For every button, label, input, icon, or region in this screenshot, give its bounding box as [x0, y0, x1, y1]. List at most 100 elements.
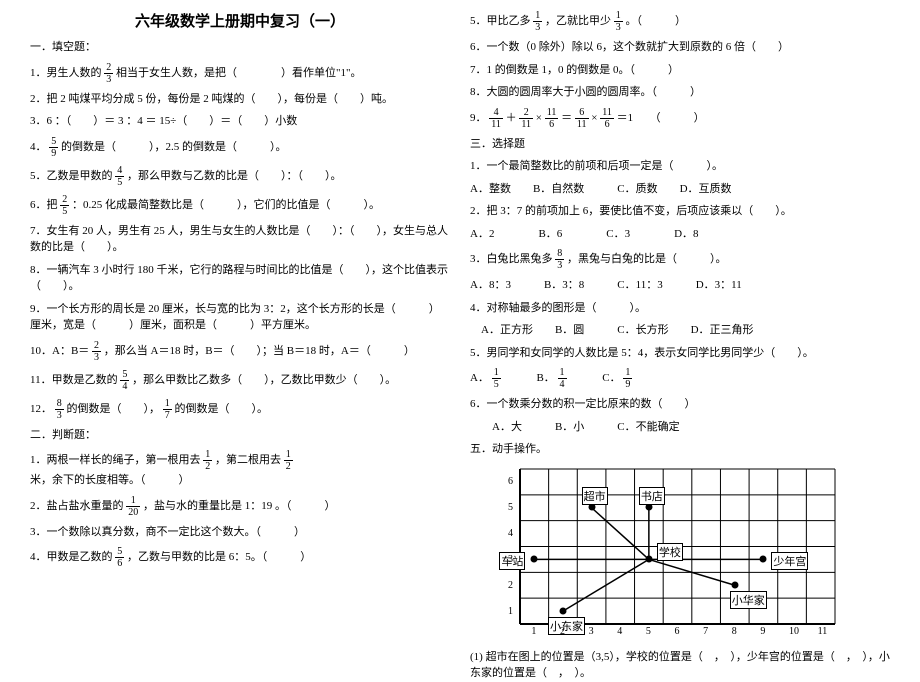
j2-text-b: ，盐与水的重量比是 1：19 。（ ）: [143, 500, 336, 512]
c3-text-a: 3．白兔比黑兔多: [470, 253, 553, 265]
j9-f2: 211: [519, 107, 533, 130]
chart-label-palace: 少年宫: [771, 552, 808, 570]
chart-label-supermarket: 超市: [582, 487, 608, 505]
y-tick: 2: [508, 580, 513, 591]
j9-f5: 116: [600, 107, 614, 130]
q6-fraction: 25: [60, 194, 69, 217]
j6: 6．一个数（0 除外）除以 6，这个数就扩大到原数的 6 倍（ ）: [470, 39, 890, 56]
x-tick: 8: [732, 626, 737, 637]
chart-label-hua: 小华家: [730, 591, 767, 609]
page-title: 六年级数学上册期中复习（一）: [30, 10, 450, 31]
q5: 5．乙数是甲数的 45 ，那么甲数与乙数的比是（ ）：（ ）。: [30, 165, 450, 188]
q8: 8．一辆汽车 3 小时行 180 千米，它行的路程与时间比的比值是（ ），这个比…: [30, 262, 450, 295]
j9-f1: 411: [489, 107, 503, 130]
j9-f4: 611: [575, 107, 589, 130]
c4-options: A．正方形 B．圆 C．长方形 D．正三角形: [470, 322, 890, 339]
x-tick: 4: [617, 626, 622, 637]
q11-text-a: 11．甲数是乙数的: [30, 374, 118, 386]
q12-fraction-2: 17: [163, 398, 172, 421]
q11-text-b: ，那么甲数比乙数多（ ），乙数比甲数少（ ）。: [132, 374, 396, 386]
j9-eq2: ＝1 （ ）: [617, 112, 705, 124]
chart-point-hua: [731, 581, 738, 588]
q12-fraction-1: 83: [55, 398, 64, 421]
x-tick: 9: [760, 626, 765, 637]
c6: 6．一个数乘分数的积一定比原来的数（ ）: [470, 396, 890, 413]
c5-options: A． 15 B． 14 C． 19: [470, 367, 890, 390]
j8: 8．大圆的圆周率大于小圆的圆周率。（ ）: [470, 84, 890, 101]
j9-eq: ＝: [561, 112, 572, 124]
c2: 2．把 3：7 的前项加上 6，要使比值不变，后项应该乘以（ ）。: [470, 203, 890, 220]
q7: 7．女生有 20 人，男生有 25 人，男生与女生的人数比是（ ）：（ ），女生…: [30, 223, 450, 256]
q12-text-a: 12．: [30, 403, 52, 415]
c3-fraction: 83: [555, 248, 564, 271]
chart-point-dong: [559, 607, 566, 614]
x-tick: 6: [675, 626, 680, 637]
j9-times2: ×: [591, 112, 597, 124]
q4-text-a: 4．: [30, 141, 47, 153]
x-tick: 5: [646, 626, 651, 637]
j9: 9． 411 ＋ 211 × 116 ＝ 611 × 116 ＝1 （ ）: [470, 107, 890, 130]
j5: 5．甲比乙多 13 ，乙就比甲少 13 。（ ）: [470, 10, 890, 33]
q6-text-b: ：0.25 化成最简整数比是（ ），它们的比值是（ ）。: [72, 199, 380, 211]
q11: 11．甲数是乙数的 54 ，那么甲数比乙数多（ ），乙数比甲数少（ ）。: [30, 369, 450, 392]
q1-text-a: 1．男生人数的: [30, 67, 102, 79]
j4-text-a: 4．甲数是乙数的: [30, 551, 113, 563]
x-tick: 11: [818, 626, 828, 637]
chart-point-palace: [760, 555, 767, 562]
c5-opt-a: A．: [470, 372, 489, 384]
q11-fraction: 54: [120, 369, 129, 392]
x-tick: 7: [703, 626, 708, 637]
j5-text-c: 。（ ）: [626, 15, 687, 27]
q4: 4． 59 的倒数是（ ），2.5 的倒数是（ ）。: [30, 136, 450, 159]
section-3-header: 三．选择题: [470, 136, 890, 153]
section-2-header: 二．判断题：: [30, 427, 450, 444]
q10-text-b: ，那么当 A＝18 时，B＝（ ）；当 B＝18 时，A＝（ ）: [104, 345, 415, 357]
j1-text-b: ，第二根用去: [215, 454, 281, 466]
j4-fraction: 56: [115, 546, 124, 569]
x-tick: 2: [560, 626, 565, 637]
chart-question: (1) 超市在图上的位置是（3,5），学校的位置是（ ， ），少年宫的位置是（ …: [470, 649, 890, 682]
j2-fraction: 120: [126, 495, 140, 518]
j5-fraction-1: 13: [533, 10, 542, 33]
q10-fraction: 23: [92, 340, 101, 363]
j1-text-c: 米，余下的长度相等。（ ）: [30, 474, 190, 486]
q1-text-b: 相当于女生人数，是把（ ）看作单位"1"。: [116, 67, 361, 79]
j5-text-b: ，乙就比甲少: [545, 15, 611, 27]
q1-fraction: 23: [104, 62, 113, 85]
j3: 3．一个数除以真分数，商不一定比这个数大。（ ）: [30, 524, 450, 541]
c5-f1: 15: [492, 367, 501, 390]
q4-fraction: 59: [49, 136, 58, 159]
q1: 1．男生人数的 23 相当于女生人数，是把（ ）看作单位"1"。: [30, 62, 450, 85]
c5-opt-c: C．: [569, 372, 620, 384]
j7: 7．1 的倒数是 1，0 的倒数是 0。（ ）: [470, 62, 890, 79]
q5-fraction: 45: [115, 165, 124, 188]
c5-opt-b: B．: [503, 372, 554, 384]
y-tick: 5: [508, 502, 513, 513]
j2-text-a: 2．盐占盐水重量的: [30, 500, 124, 512]
j4-text-b: ，乙数与甲数的比是 6：5。（ ）: [127, 551, 311, 563]
q10: 10．A：B＝ 23 ，那么当 A＝18 时，B＝（ ）；当 B＝18 时，A＝…: [30, 340, 450, 363]
q6-text-a: 6．把: [30, 199, 58, 211]
j5-text-a: 5．甲比乙多: [470, 15, 531, 27]
y-tick: 4: [508, 528, 513, 539]
q12: 12． 83 的倒数是（ ）， 17 的倒数是（ ）。: [30, 398, 450, 421]
q9: 9．一个长方形的周长是 20 厘米，长与宽的比为 3：2，这个长方形的长是（ ）…: [30, 301, 450, 334]
q12-text-c: 的倒数是（ ）。: [175, 403, 269, 415]
j9-plus: ＋: [506, 112, 517, 124]
c4: 4．对称轴最多的图形是（ ）。: [470, 300, 890, 317]
section-1-header: 一．填空题：: [30, 39, 450, 56]
j9-f3: 116: [545, 107, 559, 130]
y-tick: 6: [508, 476, 513, 487]
j1-fraction-1: 12: [203, 449, 212, 472]
chart-label-school: 学校: [657, 543, 683, 561]
y-tick: 1: [508, 606, 513, 617]
j4: 4．甲数是乙数的 56 ，乙数与甲数的比是 6：5。（ ）: [30, 546, 450, 569]
c3-options: A．8：3 B．3：8 C．11：3 D．3：11: [470, 277, 890, 294]
c2-options: A．2 B．6 C．3 D．8: [470, 226, 890, 243]
q10-text-a: 10．A：B＝: [30, 345, 89, 357]
y-tick: 3: [508, 554, 513, 565]
c3-text-b: ，黑兔与白兔的比是（ ）。: [567, 253, 727, 265]
c1: 1．一个最简整数比的前项和后项一定是（ ）。: [470, 158, 890, 175]
right-column: 5．甲比乙多 13 ，乙就比甲少 13 。（ ） 6．一个数（0 除外）除以 6…: [460, 10, 900, 641]
c3: 3．白兔比黑兔多 83 ，黑兔与白兔的比是（ ）。: [470, 248, 890, 271]
